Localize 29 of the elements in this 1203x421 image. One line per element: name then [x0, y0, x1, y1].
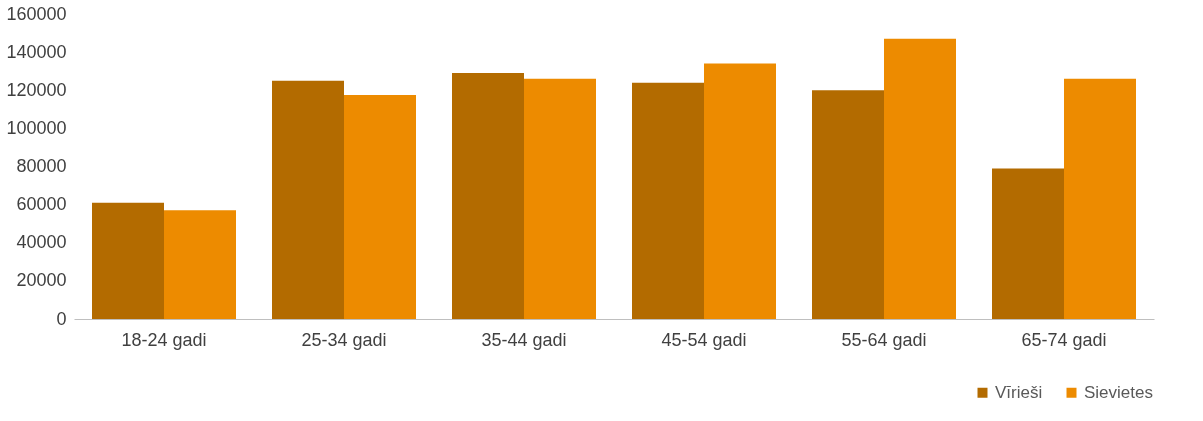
- bar: [164, 210, 236, 319]
- y-tick-label: 60000: [16, 194, 67, 215]
- x-tick-label: 18-24 gadi: [121, 329, 207, 350]
- y-tick-label: 100000: [6, 117, 67, 138]
- legend-label: Sievietes: [1084, 382, 1153, 402]
- bar: [884, 38, 956, 319]
- x-tick-label: 25-34 gadi: [301, 329, 387, 350]
- legend-label: Vīrieši: [995, 382, 1043, 402]
- bar: [92, 202, 164, 319]
- bar: [992, 168, 1064, 319]
- bar: [344, 95, 416, 319]
- y-tick-label: 40000: [16, 232, 67, 253]
- y-tick-label: 160000: [6, 3, 67, 24]
- bar: [1064, 78, 1136, 319]
- bar: [704, 63, 776, 319]
- bar: [272, 80, 344, 319]
- bar: [452, 73, 524, 319]
- x-tick-label: 65-74 gadi: [1021, 329, 1107, 350]
- x-tick-label: 35-44 gadi: [481, 329, 567, 350]
- y-tick-label: 20000: [16, 270, 67, 291]
- x-tick-label: 55-64 gadi: [841, 329, 927, 350]
- bar: [632, 82, 704, 319]
- bar: [524, 78, 596, 319]
- y-tick-label: 80000: [16, 156, 67, 176]
- y-tick-label: 120000: [6, 79, 67, 100]
- y-tick-label: 140000: [6, 41, 67, 62]
- y-tick-label: 0: [56, 308, 67, 329]
- x-tick-label: 45-54 gadi: [661, 329, 747, 350]
- bar: [812, 90, 884, 319]
